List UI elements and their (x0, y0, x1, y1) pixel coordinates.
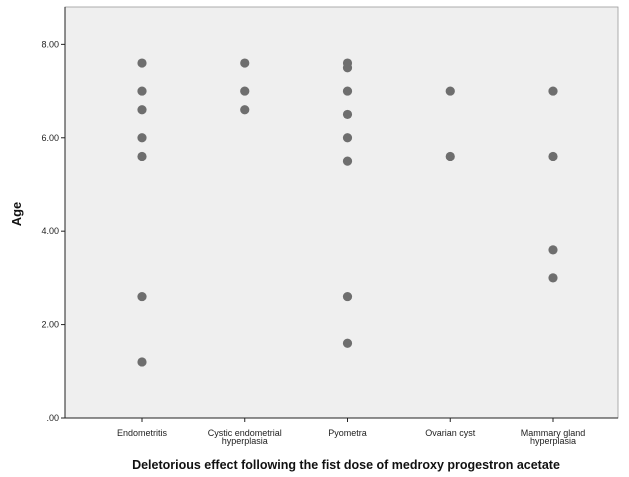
x-category-label: Endometritis (117, 428, 168, 438)
data-point (548, 86, 558, 96)
y-tick-label: 4.00 (41, 226, 59, 236)
data-point (445, 151, 455, 162)
x-category-label: Pyometra (328, 428, 367, 438)
plot-area (64, 6, 619, 419)
x-category-label: Ovarian cyst (425, 428, 476, 438)
data-point (137, 133, 147, 143)
y-axis: .00 2.00 4.00 6.00 8.00 (41, 7, 66, 423)
data-point (137, 151, 147, 162)
y-tick-label: 6.00 (41, 133, 59, 143)
data-point (342, 156, 353, 166)
data-point (137, 86, 147, 96)
data-point (548, 245, 558, 255)
data-point (445, 86, 455, 96)
data-point (342, 133, 353, 143)
y-axis-title: Age (9, 202, 24, 227)
y-tick-label: .00 (46, 413, 59, 423)
data-point (342, 109, 353, 120)
data-point (342, 291, 353, 302)
y-tick-label: 2.00 (41, 320, 59, 330)
x-axis: Endometritis Cystic endometrial hyperplasi… (65, 417, 618, 446)
x-category-label: Cystic endometrial hyperplasia (208, 428, 282, 446)
data-point (342, 338, 353, 348)
x-axis-title: Deletorious effect following the fist do… (132, 458, 560, 472)
y-tick-label: 8.00 (41, 39, 59, 49)
data-point (137, 291, 147, 302)
data-point (548, 151, 558, 162)
data-point (342, 86, 353, 96)
data-points (137, 58, 558, 367)
x-category-label: Mammary gland hyperplasia (521, 428, 586, 446)
data-point (137, 58, 147, 68)
data-point (240, 105, 250, 115)
data-point (137, 357, 147, 367)
data-point (342, 63, 353, 73)
data-point (548, 273, 558, 283)
data-point (137, 105, 147, 115)
data-point (240, 58, 250, 68)
data-point (240, 86, 250, 96)
